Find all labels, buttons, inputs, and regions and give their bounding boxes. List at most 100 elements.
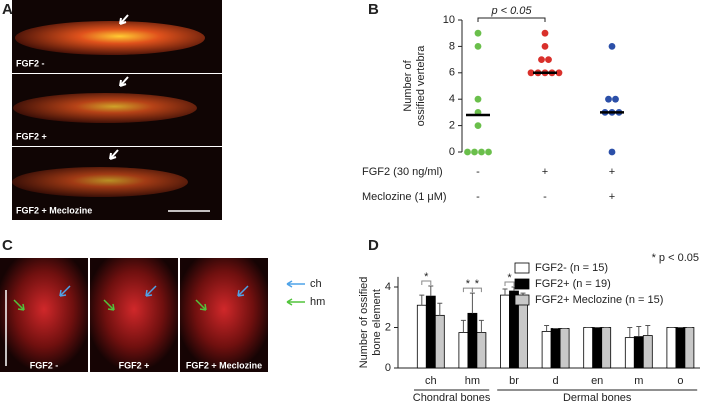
error-bar (469, 292, 475, 314)
bar (541, 331, 552, 369)
dot (612, 95, 619, 103)
dot (464, 148, 471, 156)
dot (474, 43, 482, 50)
bar (500, 294, 510, 369)
y-axis-label: ossified vertebra (415, 45, 427, 127)
condition-label: Meclozine (1 μM) (362, 191, 447, 203)
dot (485, 148, 492, 156)
x-tick-label: ch (425, 375, 437, 387)
dot (478, 148, 485, 156)
error-bar (460, 319, 466, 333)
bar (601, 327, 612, 369)
error-bar (627, 327, 633, 338)
bar (583, 327, 594, 369)
error-bar (428, 285, 434, 297)
group-label: Chondral bones (413, 392, 491, 404)
arrow-label: hm (310, 296, 325, 308)
bar (624, 337, 635, 369)
condition-value: + (609, 191, 615, 203)
bar (434, 314, 445, 369)
significance-bracket (504, 281, 515, 286)
legend-label: FGF2- (n = 15) (535, 262, 608, 274)
error-bar (437, 302, 443, 316)
condition-value: - (476, 191, 480, 203)
annotation: p < 0.05 (490, 5, 532, 17)
bar (458, 332, 469, 369)
y-tick-label: 4 (449, 93, 455, 105)
condition-value: - (476, 166, 480, 178)
dot (541, 29, 549, 37)
condition-value: - (543, 191, 547, 203)
bar (518, 298, 528, 369)
image-label: FGF2 + Meclozine (16, 205, 92, 215)
panel-label: A (2, 1, 13, 18)
panel-label: B (368, 1, 379, 18)
error-bar (478, 319, 484, 333)
note: * p < 0.05 (652, 252, 699, 264)
bar (550, 328, 561, 369)
dot (555, 69, 563, 77)
y-tick-label: 2 (449, 120, 455, 132)
significance-mark: * (424, 271, 429, 283)
y-tick-label: 0 (385, 362, 391, 374)
panel-label: D (368, 237, 379, 254)
dot (538, 56, 545, 63)
bar (592, 327, 603, 369)
y-axis-label: Number of (402, 59, 414, 111)
error-bar (636, 325, 642, 337)
dot (541, 43, 549, 50)
dot (527, 69, 535, 77)
y-tick-label: 8 (449, 40, 455, 52)
arrow-label: ch (310, 278, 322, 290)
y-axis-label: Number of ossified (358, 277, 370, 369)
bar (559, 328, 570, 369)
panel-label: C (2, 237, 13, 254)
legend-label: FGF2+ Meclozine (n = 15) (535, 294, 663, 306)
significance-bracket (471, 287, 482, 293)
bar (675, 327, 686, 369)
bar (416, 304, 427, 369)
dot (474, 29, 482, 37)
bar (666, 327, 677, 369)
y-tick-label: 4 (385, 281, 391, 293)
x-tick-label: o (677, 375, 683, 387)
error-bar (419, 294, 425, 306)
y-tick-label: 2 (385, 321, 391, 333)
y-tick-label: 6 (449, 67, 455, 79)
dot (608, 148, 616, 156)
bar (642, 335, 653, 369)
x-tick-label: en (591, 375, 603, 387)
dot (605, 95, 612, 103)
significance-mark: * (475, 278, 480, 290)
y-tick-label: 10 (443, 14, 455, 26)
legend-swatch (514, 278, 530, 290)
significance-bracket (477, 17, 546, 22)
y-axis-label: bone element (371, 289, 383, 356)
condition-label: FGF2 (30 ng/ml) (362, 166, 443, 178)
image-label: FGF2 - (16, 58, 45, 68)
image-label: FGF2 + (16, 131, 47, 141)
dot (545, 56, 552, 63)
x-tick-label: m (634, 375, 643, 387)
bar (633, 336, 644, 369)
error-bar (544, 324, 550, 332)
dot (471, 148, 478, 156)
x-tick-label: br (509, 375, 519, 387)
bar (467, 312, 478, 369)
group-label: Dermal bones (563, 392, 632, 404)
dot (474, 122, 482, 129)
photo-c (0, 258, 305, 372)
x-tick-label: hm (465, 375, 480, 387)
significance-bracket (421, 280, 432, 285)
bar (684, 327, 695, 369)
legend-swatch (514, 262, 530, 274)
condition-value: + (609, 166, 615, 178)
image-label: FGF2 - (30, 360, 59, 370)
y-tick-label: 0 (449, 146, 455, 158)
image-label: FGF2 + Meclozine (186, 360, 262, 370)
condition-value: + (542, 166, 548, 178)
significance-mark: * (507, 272, 512, 284)
legend-label: FGF2+ (n = 19) (535, 278, 611, 290)
error-bar (645, 324, 651, 336)
